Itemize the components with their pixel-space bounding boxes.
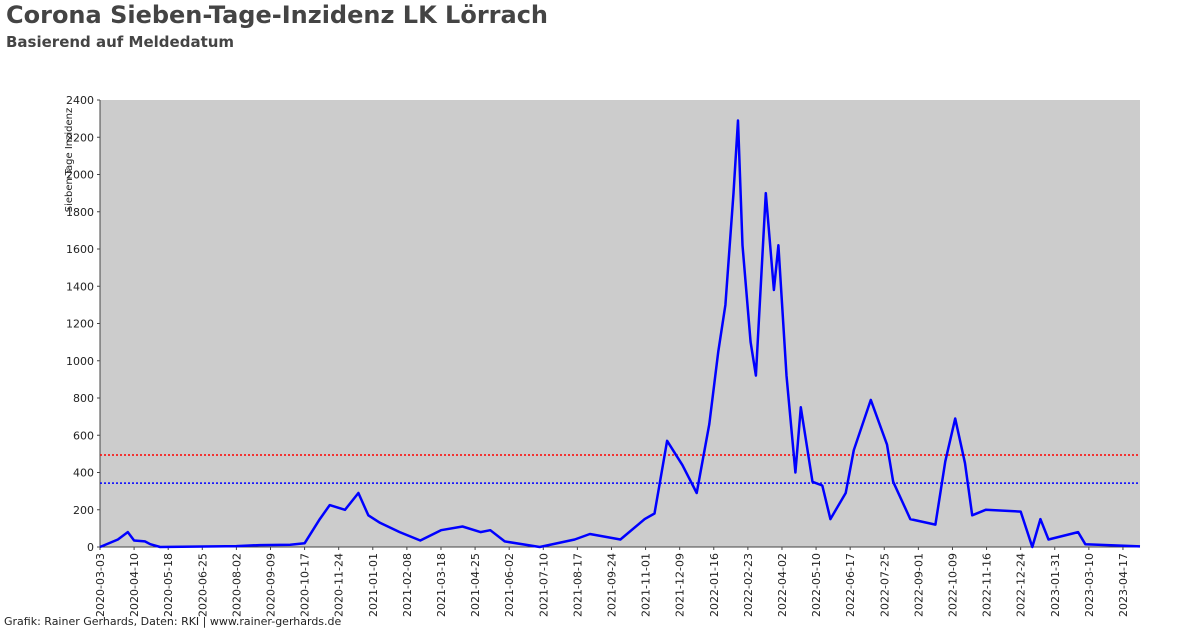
x-tick-label: 2020-08-02 [230,553,243,617]
x-tick-label: 2022-02-23 [742,553,755,617]
y-tick-label: 800 [73,392,94,405]
x-tick-label: 2020-11-24 [333,553,346,617]
y-axis-label: Sieben-Tage Inzidenz [64,108,75,212]
y-tick-label: 200 [73,504,94,517]
x-tick-label: 2023-04-17 [1117,553,1130,617]
x-tick-label: 2020-09-09 [264,553,277,617]
y-tick-label: 600 [73,429,94,442]
x-tick-label: 2022-09-01 [912,553,925,617]
x-tick-label: 2023-01-31 [1049,553,1062,617]
chart-subtitle: Basierend auf Meldedatum [6,33,234,51]
y-tick-label: 1200 [66,318,94,331]
x-tick-label: 2022-04-02 [776,553,789,617]
y-tick-label: 1400 [66,280,94,293]
plot-area [100,100,1140,547]
data-line [99,119,1141,549]
x-tick-label: 2021-07-10 [537,553,550,617]
y-tick-label: 2200 [66,131,94,144]
x-tick-label: 2022-05-10 [810,553,823,617]
x-tick-label: 2023-03-10 [1083,553,1096,617]
x-tick-label: 2021-01-01 [367,553,380,617]
x-tick-label: 2021-09-24 [605,553,618,617]
source: Grafik: Rainer Gerhards, Daten: RKI | ww… [4,615,342,628]
x-tick-label: 2020-04-10 [128,553,141,617]
x-tick-label: 2021-12-09 [674,553,687,617]
chart-title: Corona Sieben-Tage-Inzidenz LK Lörrach [6,1,548,29]
x-tick-label: 2021-08-17 [571,553,584,617]
x-tick-label: 2022-10-09 [946,553,959,617]
x-tick-label: 2022-12-24 [1015,553,1028,617]
x-tick-label: 2020-10-17 [299,553,312,617]
y-tick-label: 2400 [66,94,94,107]
x-tick-label: 2021-06-02 [503,553,516,617]
x-tick-label: 2020-03-03 [94,553,107,617]
x-tick-label: 2022-07-25 [878,553,891,617]
y-tick-label: 0 [87,541,94,554]
x-tick-label: 2022-11-16 [981,553,994,617]
x-tick-label: 2020-05-18 [162,553,175,617]
y-tick-label: 400 [73,467,94,480]
y-tick-label: 1000 [66,355,94,368]
y-tick-label: 2000 [66,169,94,182]
x-tick-label: 2021-03-18 [435,553,448,617]
x-tick-label: 2022-01-16 [708,553,721,617]
x-tick-label: 2021-04-25 [469,553,482,617]
x-tick-label: 2020-06-25 [196,553,209,617]
y-tick-label: 1800 [66,206,94,219]
x-tick-label: 2021-02-08 [401,553,414,617]
x-tick-label: 2022-06-17 [844,553,857,617]
x-tick-label: 2021-11-01 [640,553,653,617]
y-tick-label: 1600 [66,243,94,256]
